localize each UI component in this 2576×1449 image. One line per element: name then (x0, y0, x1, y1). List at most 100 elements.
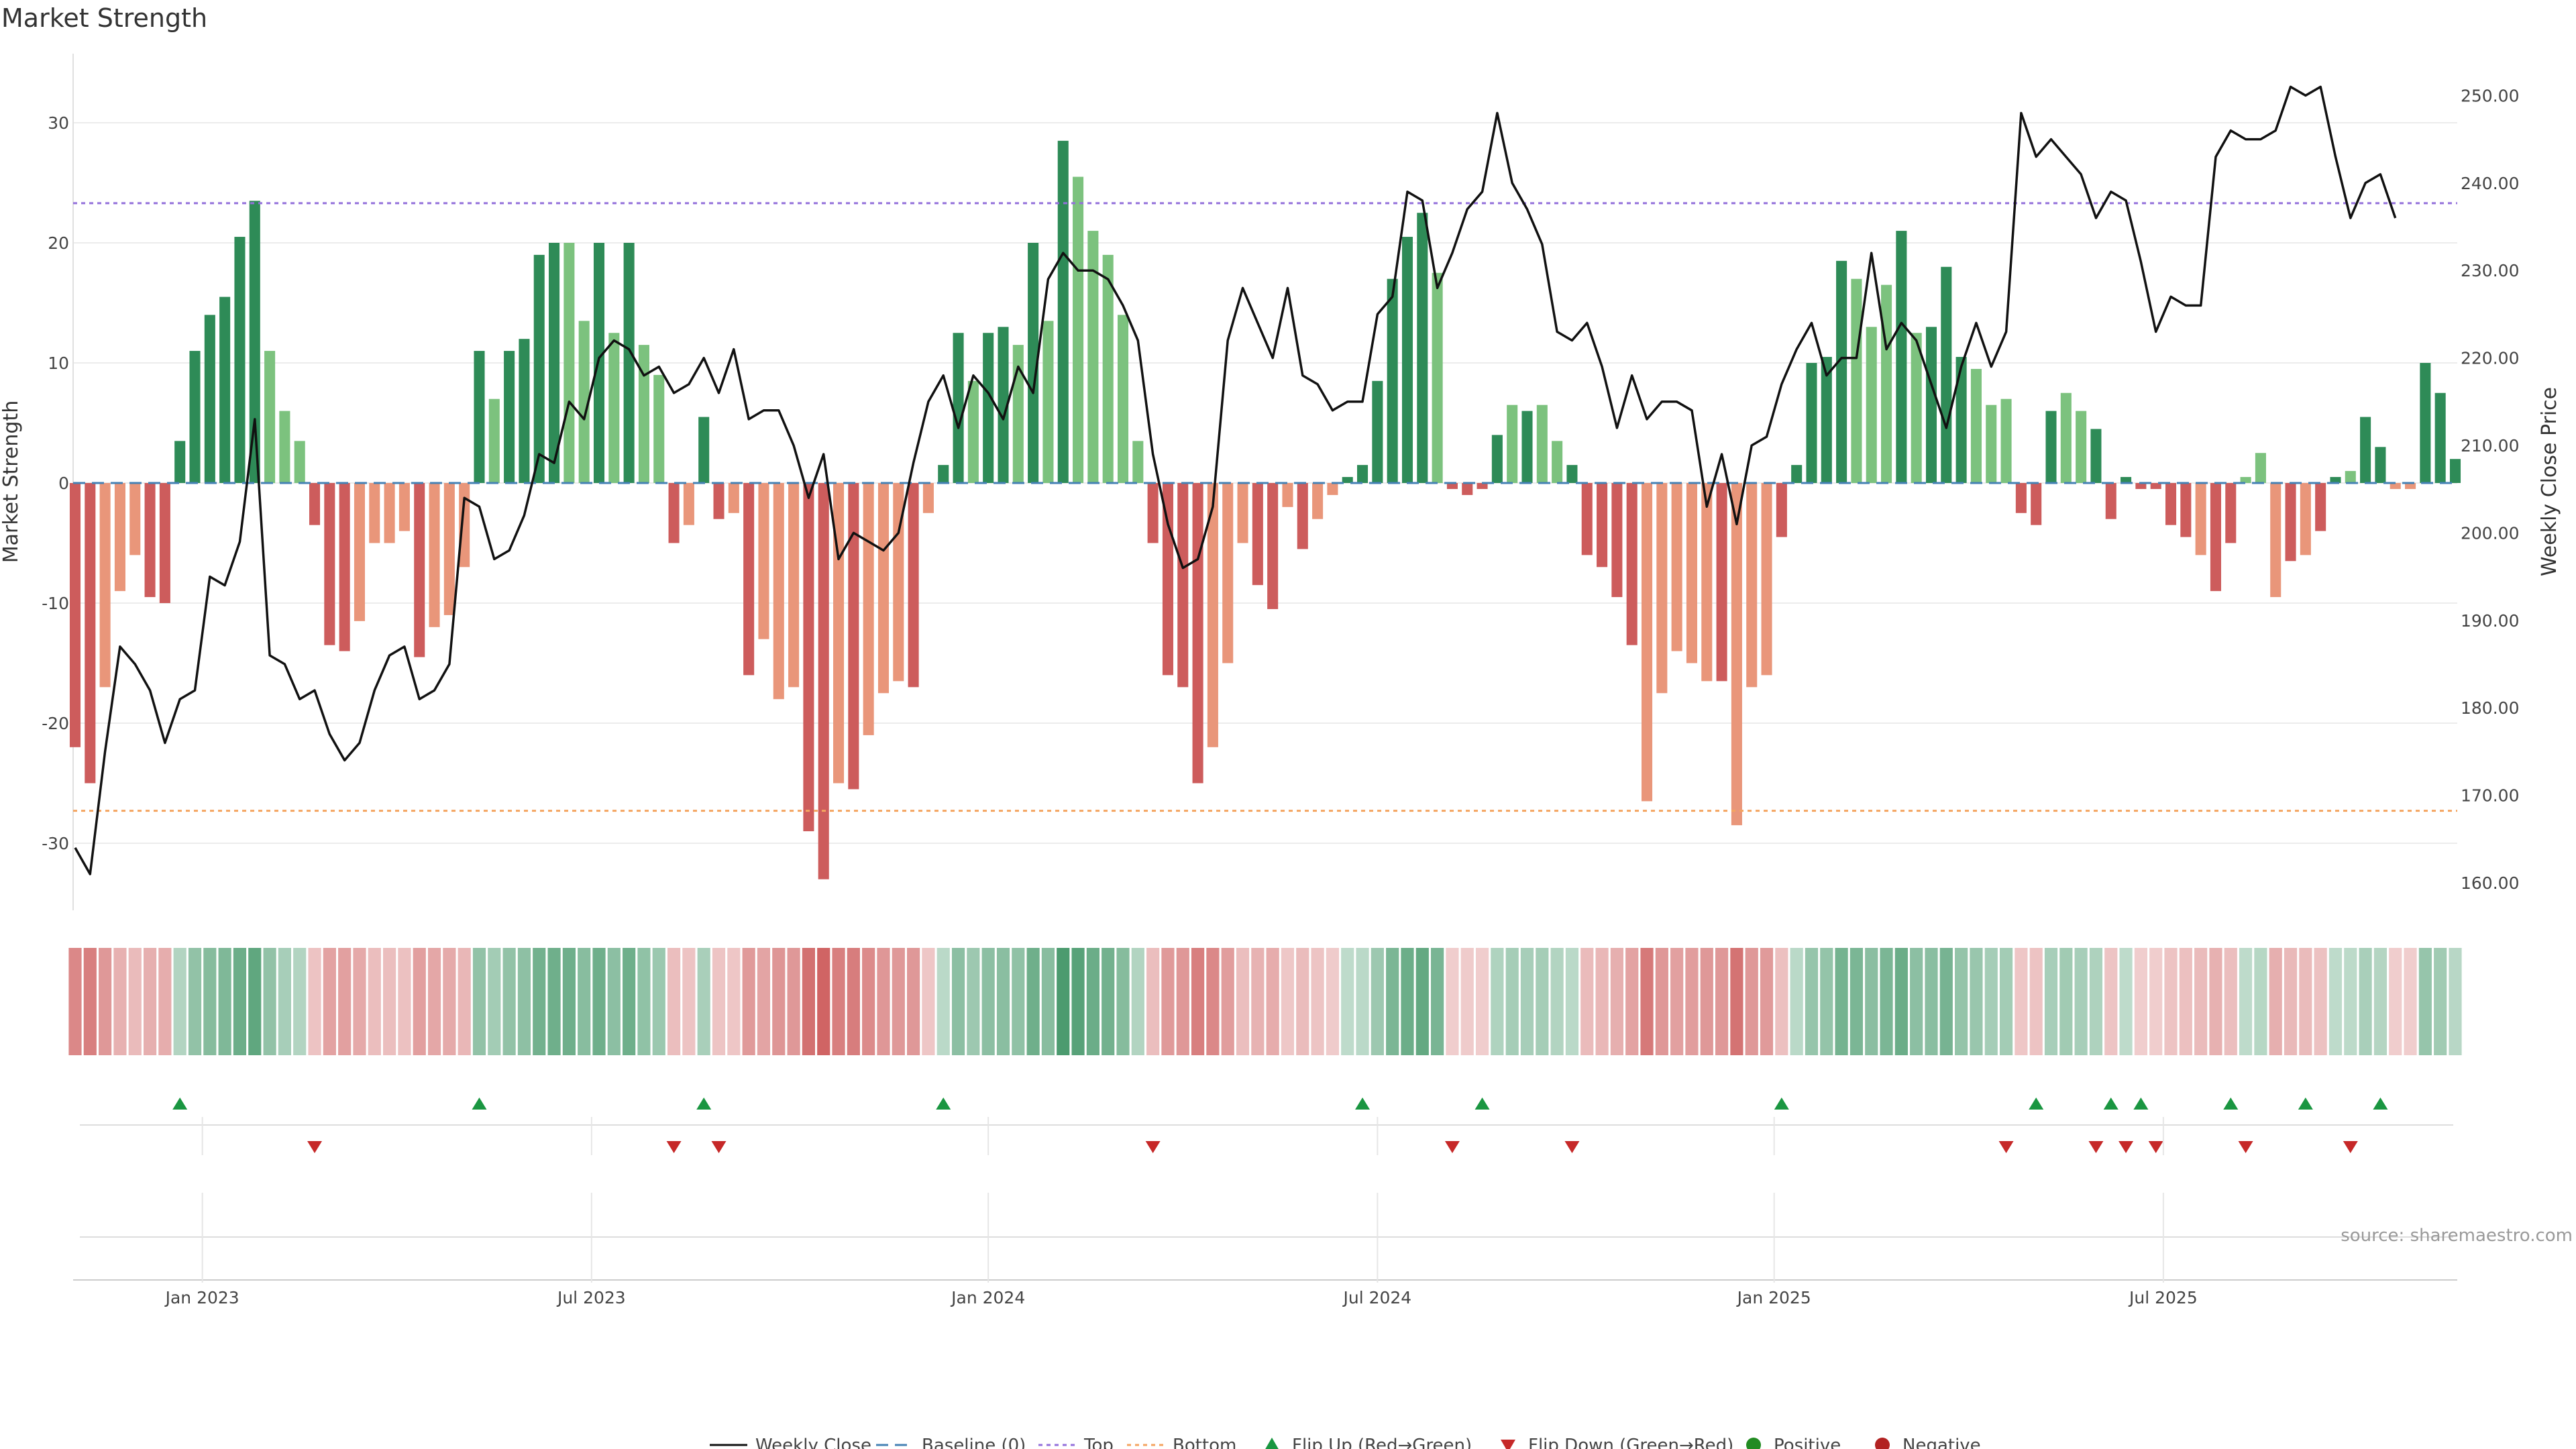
strength-bar (129, 483, 141, 555)
strength-bar (1057, 140, 1069, 483)
heatmap-cell (1221, 948, 1234, 1055)
heatmap-cell (1251, 948, 1265, 1055)
strength-bar (1641, 483, 1653, 802)
strength-bar (1073, 176, 1084, 483)
heatmap-cell (1071, 948, 1085, 1055)
heatmap-cell (1910, 948, 1923, 1055)
x-tick-label: Jul 2023 (556, 1288, 626, 1307)
strength-bar (549, 243, 560, 483)
strength-bar (848, 483, 859, 790)
legend: Weekly Close Baseline (0) Top Bottom Flip Up… (710, 1436, 1981, 1449)
heatmap-cell (1475, 948, 1489, 1055)
strength-bar (638, 345, 649, 483)
heatmap-cell (757, 948, 771, 1055)
strength-bar (1312, 483, 1324, 519)
y2-tick-label: 200.00 (2461, 523, 2519, 543)
x-axis: Jan 2023 Jul 2023 Jan 2024 Jul 2024 Jan 2025… (73, 1117, 2457, 1307)
heatmap-cell (458, 948, 471, 1055)
weekly-close-series (74, 85, 2397, 875)
heatmap-cell (1176, 948, 1189, 1055)
heatmap-cell (502, 948, 516, 1055)
heatmap-cell (1685, 948, 1699, 1055)
strength-bar (2449, 459, 2461, 483)
heatmap-cell (2373, 948, 2387, 1055)
strength-bar (668, 483, 680, 543)
heatmap-cell (1431, 948, 1444, 1055)
heatmap-cell (787, 948, 800, 1055)
legend-item-close: Weekly Close (710, 1436, 871, 1449)
flip-down-marker (307, 1141, 323, 1153)
heatmap-cell (383, 948, 396, 1055)
heatmap-cell (1236, 948, 1250, 1055)
heatmap-cell (1955, 948, 1968, 1055)
heatmap-cell (2074, 948, 2088, 1055)
strength-bar (1357, 465, 1368, 483)
strength-bar (2270, 483, 2282, 598)
flip-down-marker (666, 1141, 682, 1153)
reference-lines (73, 202, 2457, 812)
strength-bar (1986, 405, 1997, 483)
heatmap-cell (1775, 948, 1788, 1055)
heatmap-cell (1984, 948, 1998, 1055)
heatmap-cell (667, 948, 681, 1055)
strength-bar (2255, 453, 2266, 483)
heatmap-cell (1386, 948, 1399, 1055)
heatmap-cell (398, 948, 411, 1055)
x-tick-label: Jul 2025 (2128, 1288, 2198, 1307)
strength-bar (1207, 483, 1218, 747)
strength-bar (1297, 483, 1308, 549)
strength-bar (1102, 254, 1114, 483)
heatmap-cell (637, 948, 651, 1055)
heatmap-cell (263, 948, 276, 1055)
heatmap-cell (1491, 948, 1504, 1055)
strength-bar (922, 483, 934, 513)
strength-bar (1446, 483, 1458, 489)
strength-bar (1387, 278, 1398, 483)
heatmap-cell (1790, 948, 1803, 1055)
heatmap-cell (2434, 948, 2447, 1055)
y-axis-label: Market Strength (0, 400, 23, 563)
legend-item-baseline: Baseline (0) (876, 1436, 1026, 1449)
y2-tick-label: 160.00 (2461, 873, 2519, 893)
strength-bar (234, 237, 246, 483)
heatmap-cell (517, 948, 531, 1055)
left-y-axis: -30 -20 -10 0 10 20 30 (42, 113, 69, 853)
strength-bar (773, 483, 784, 700)
heatmap-cell (697, 948, 710, 1055)
legend-item-top: Top (1038, 1436, 1114, 1449)
heatmap-cell (1401, 948, 1414, 1055)
heatmap-cell (2239, 948, 2253, 1055)
strength-bar (758, 483, 769, 639)
heatmap-cell (712, 948, 726, 1055)
heatmap-cell (1655, 948, 1668, 1055)
y2-tick-label: 240.00 (2461, 174, 2519, 193)
heatmap-cell (772, 948, 786, 1055)
heatmap-cell (323, 948, 336, 1055)
strength-bar (324, 483, 335, 645)
strength-bar (623, 243, 635, 483)
strength-bar (1941, 266, 1952, 483)
strength-bar (698, 417, 710, 483)
strength-bar (938, 465, 949, 483)
strength-bar (593, 243, 605, 483)
heatmap-cell (817, 948, 830, 1055)
heatmap-cell (368, 948, 381, 1055)
heatmap-cell (413, 948, 426, 1055)
strength-bar (174, 441, 186, 483)
heatmap-cell (68, 948, 82, 1055)
heatmap-cell (2089, 948, 2103, 1055)
heatmap-cell (1086, 948, 1099, 1055)
heatmap-cell (1820, 948, 1833, 1055)
heatmap-cell (1311, 948, 1324, 1055)
heatmap-cell (1625, 948, 1639, 1055)
strength-bar (1836, 260, 1847, 483)
heatmap-cell (2389, 948, 2402, 1055)
legend-label: Flip Up (Red→Green) (1292, 1436, 1472, 1449)
flip-down-marker (1998, 1141, 2014, 1153)
strength-bar (1597, 483, 1608, 568)
heatmap-cell (1281, 948, 1295, 1055)
strength-bar (264, 351, 276, 483)
heatmap-cell (2029, 948, 2043, 1055)
strength-bar (1626, 483, 1638, 645)
heatmap-cell (1925, 948, 1938, 1055)
